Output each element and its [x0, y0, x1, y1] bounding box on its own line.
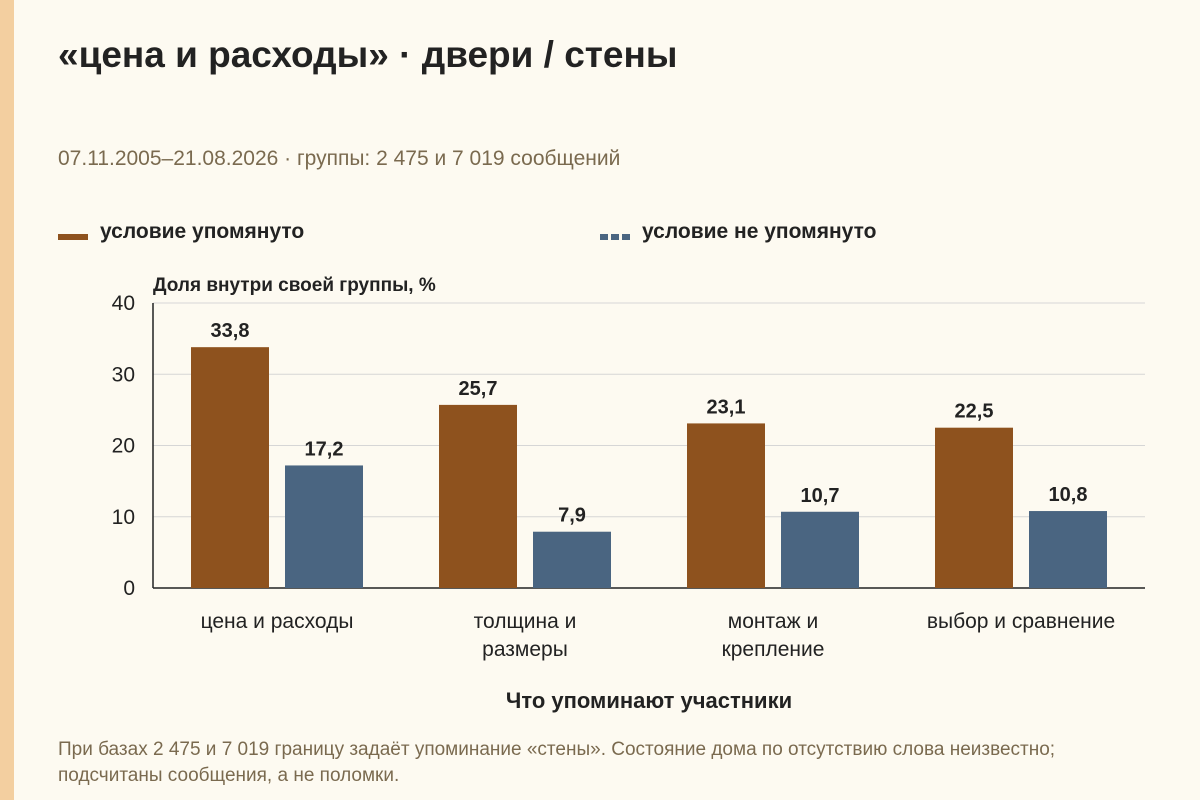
legend-label-series-2: условие не упомянуто [642, 220, 877, 243]
y-tick-label: 40 [112, 292, 135, 315]
y-axis-label: Доля внутри своей группы, % [153, 275, 436, 296]
bar-1 [935, 427, 1013, 588]
data-label: 33,8 [211, 320, 250, 342]
data-label: 23,1 [707, 396, 746, 418]
y-tick-label: 0 [123, 577, 135, 600]
y-tick-label: 30 [112, 363, 135, 386]
bar-1 [439, 404, 517, 588]
legend-label-series-1: условие упомянуто [100, 220, 305, 243]
x-tick-label: цена и расходы [201, 610, 354, 633]
footnote: При базах 2 475 и 7 019 границу задаёт у… [58, 739, 1056, 786]
y-tick-label: 10 [112, 506, 135, 529]
bar-2 [1029, 511, 1107, 588]
chart-title: «цена и расходы» · двери / стены [58, 34, 678, 75]
data-label: 10,8 [1049, 484, 1088, 506]
x-axis-label: Что упоминают участники [506, 688, 792, 713]
data-label: 25,7 [459, 378, 498, 400]
bar-2 [285, 465, 363, 588]
x-tick-label: размеры [482, 638, 568, 661]
x-tick-label: крепление [722, 638, 825, 661]
bar-2 [533, 531, 611, 588]
data-label: 17,2 [305, 438, 344, 460]
data-label: 22,5 [955, 401, 994, 423]
x-tick-label: выбор и сравнение [927, 610, 1115, 633]
bar-1 [687, 423, 765, 588]
data-label: 7,9 [558, 505, 586, 527]
data-label: 10,7 [801, 485, 840, 507]
bar-2 [781, 511, 859, 588]
accent-strip [0, 0, 14, 800]
bar-1 [191, 347, 269, 588]
legend-swatch-series-1 [58, 234, 88, 240]
legend-swatch-series-2 [600, 234, 630, 240]
x-tick-label: монтаж и [728, 610, 818, 633]
x-tick-label: толщина и [474, 610, 577, 633]
y-tick-label: 20 [112, 435, 135, 458]
chart-subtitle: 07.11.2005–21.08.2026 · группы: 2 475 и … [58, 147, 621, 170]
